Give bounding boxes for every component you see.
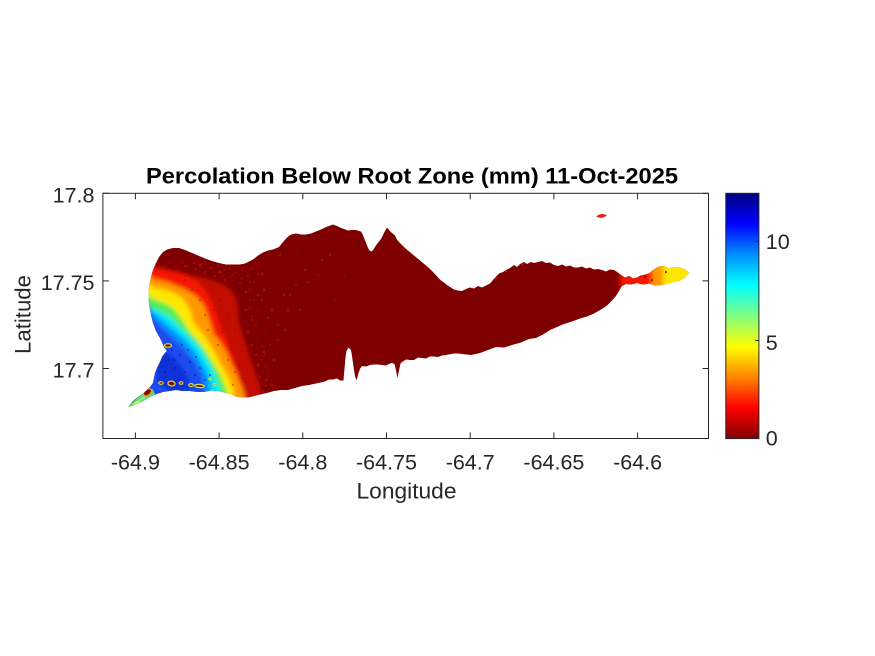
svg-text:-64.65: -64.65 — [523, 451, 584, 475]
svg-text:17.75: 17.75 — [41, 271, 95, 295]
svg-text:-64.9: -64.9 — [111, 451, 160, 475]
svg-text:Latitude: Latitude — [11, 275, 36, 354]
svg-text:-64.85: -64.85 — [189, 451, 250, 475]
svg-text:0: 0 — [766, 427, 778, 451]
svg-text:-64.8: -64.8 — [278, 451, 327, 475]
svg-text:-64.6: -64.6 — [613, 451, 662, 475]
svg-text:10: 10 — [766, 230, 790, 254]
svg-text:Longitude: Longitude — [357, 479, 457, 504]
svg-text:17.7: 17.7 — [53, 359, 95, 383]
svg-text:-64.7: -64.7 — [446, 451, 495, 475]
svg-text:17.8: 17.8 — [53, 183, 95, 207]
svg-text:-64.75: -64.75 — [356, 451, 417, 475]
svg-text:Percolation Below Root Zone (m: Percolation Below Root Zone (mm) 11-Oct-… — [146, 164, 678, 189]
svg-text:5: 5 — [766, 331, 778, 355]
